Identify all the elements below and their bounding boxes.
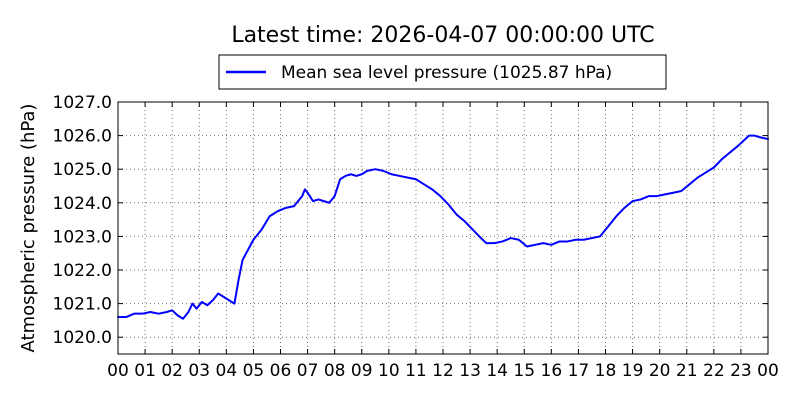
y-tick-label: 1027.0 [53, 93, 112, 113]
x-tick-label: 14 [486, 361, 508, 381]
x-tick-label: 12 [432, 361, 454, 381]
y-tick-label: 1023.0 [53, 227, 112, 247]
x-tick-label: 03 [188, 361, 210, 381]
x-tick-label: 06 [270, 361, 292, 381]
y-tick-label: 1026.0 [53, 127, 112, 147]
series-line [117, 134, 769, 320]
x-tick-label: 18 [595, 361, 617, 381]
x-tick-label: 08 [324, 361, 346, 381]
legend-box [218, 54, 667, 90]
plot-area [118, 102, 768, 354]
x-tick-label: 22 [703, 361, 725, 381]
x-tick-label: 07 [297, 361, 319, 381]
x-tick-label: 19 [622, 361, 644, 381]
x-tick-label: 10 [378, 361, 400, 381]
x-tick-label: 01 [134, 361, 156, 381]
x-tick-label: 21 [676, 361, 698, 381]
y-tick-label: 1024.0 [53, 194, 112, 214]
x-tick-label: 17 [568, 361, 590, 381]
y-tick-label: 1025.0 [53, 160, 112, 180]
x-tick-label: 02 [161, 361, 183, 381]
x-tick-label: 23 [730, 361, 752, 381]
x-tick-label: 00 [757, 361, 779, 381]
x-tick-label: 15 [513, 361, 535, 381]
x-tick-label: 05 [243, 361, 265, 381]
x-tick-label: 13 [459, 361, 481, 381]
x-tick-label: 00 [107, 361, 129, 381]
legend-label: Mean sea level pressure (1025.87 hPa) [281, 63, 612, 83]
x-tick-label: 20 [649, 361, 671, 381]
x-tick-label: 11 [405, 361, 427, 381]
y-tick-label: 1021.0 [53, 295, 112, 315]
x-tick-label: 04 [216, 361, 238, 381]
y-axis-label: Atmospheric pressure (hPa) [18, 104, 39, 353]
chart-title: Latest time: 2026-04-07 00:00:00 UTC [231, 23, 654, 48]
x-tick-label: 16 [541, 361, 563, 381]
x-tick-label: 09 [351, 361, 373, 381]
y-tick-label: 1020.0 [53, 328, 112, 348]
y-tick-label: 1022.0 [53, 261, 112, 281]
